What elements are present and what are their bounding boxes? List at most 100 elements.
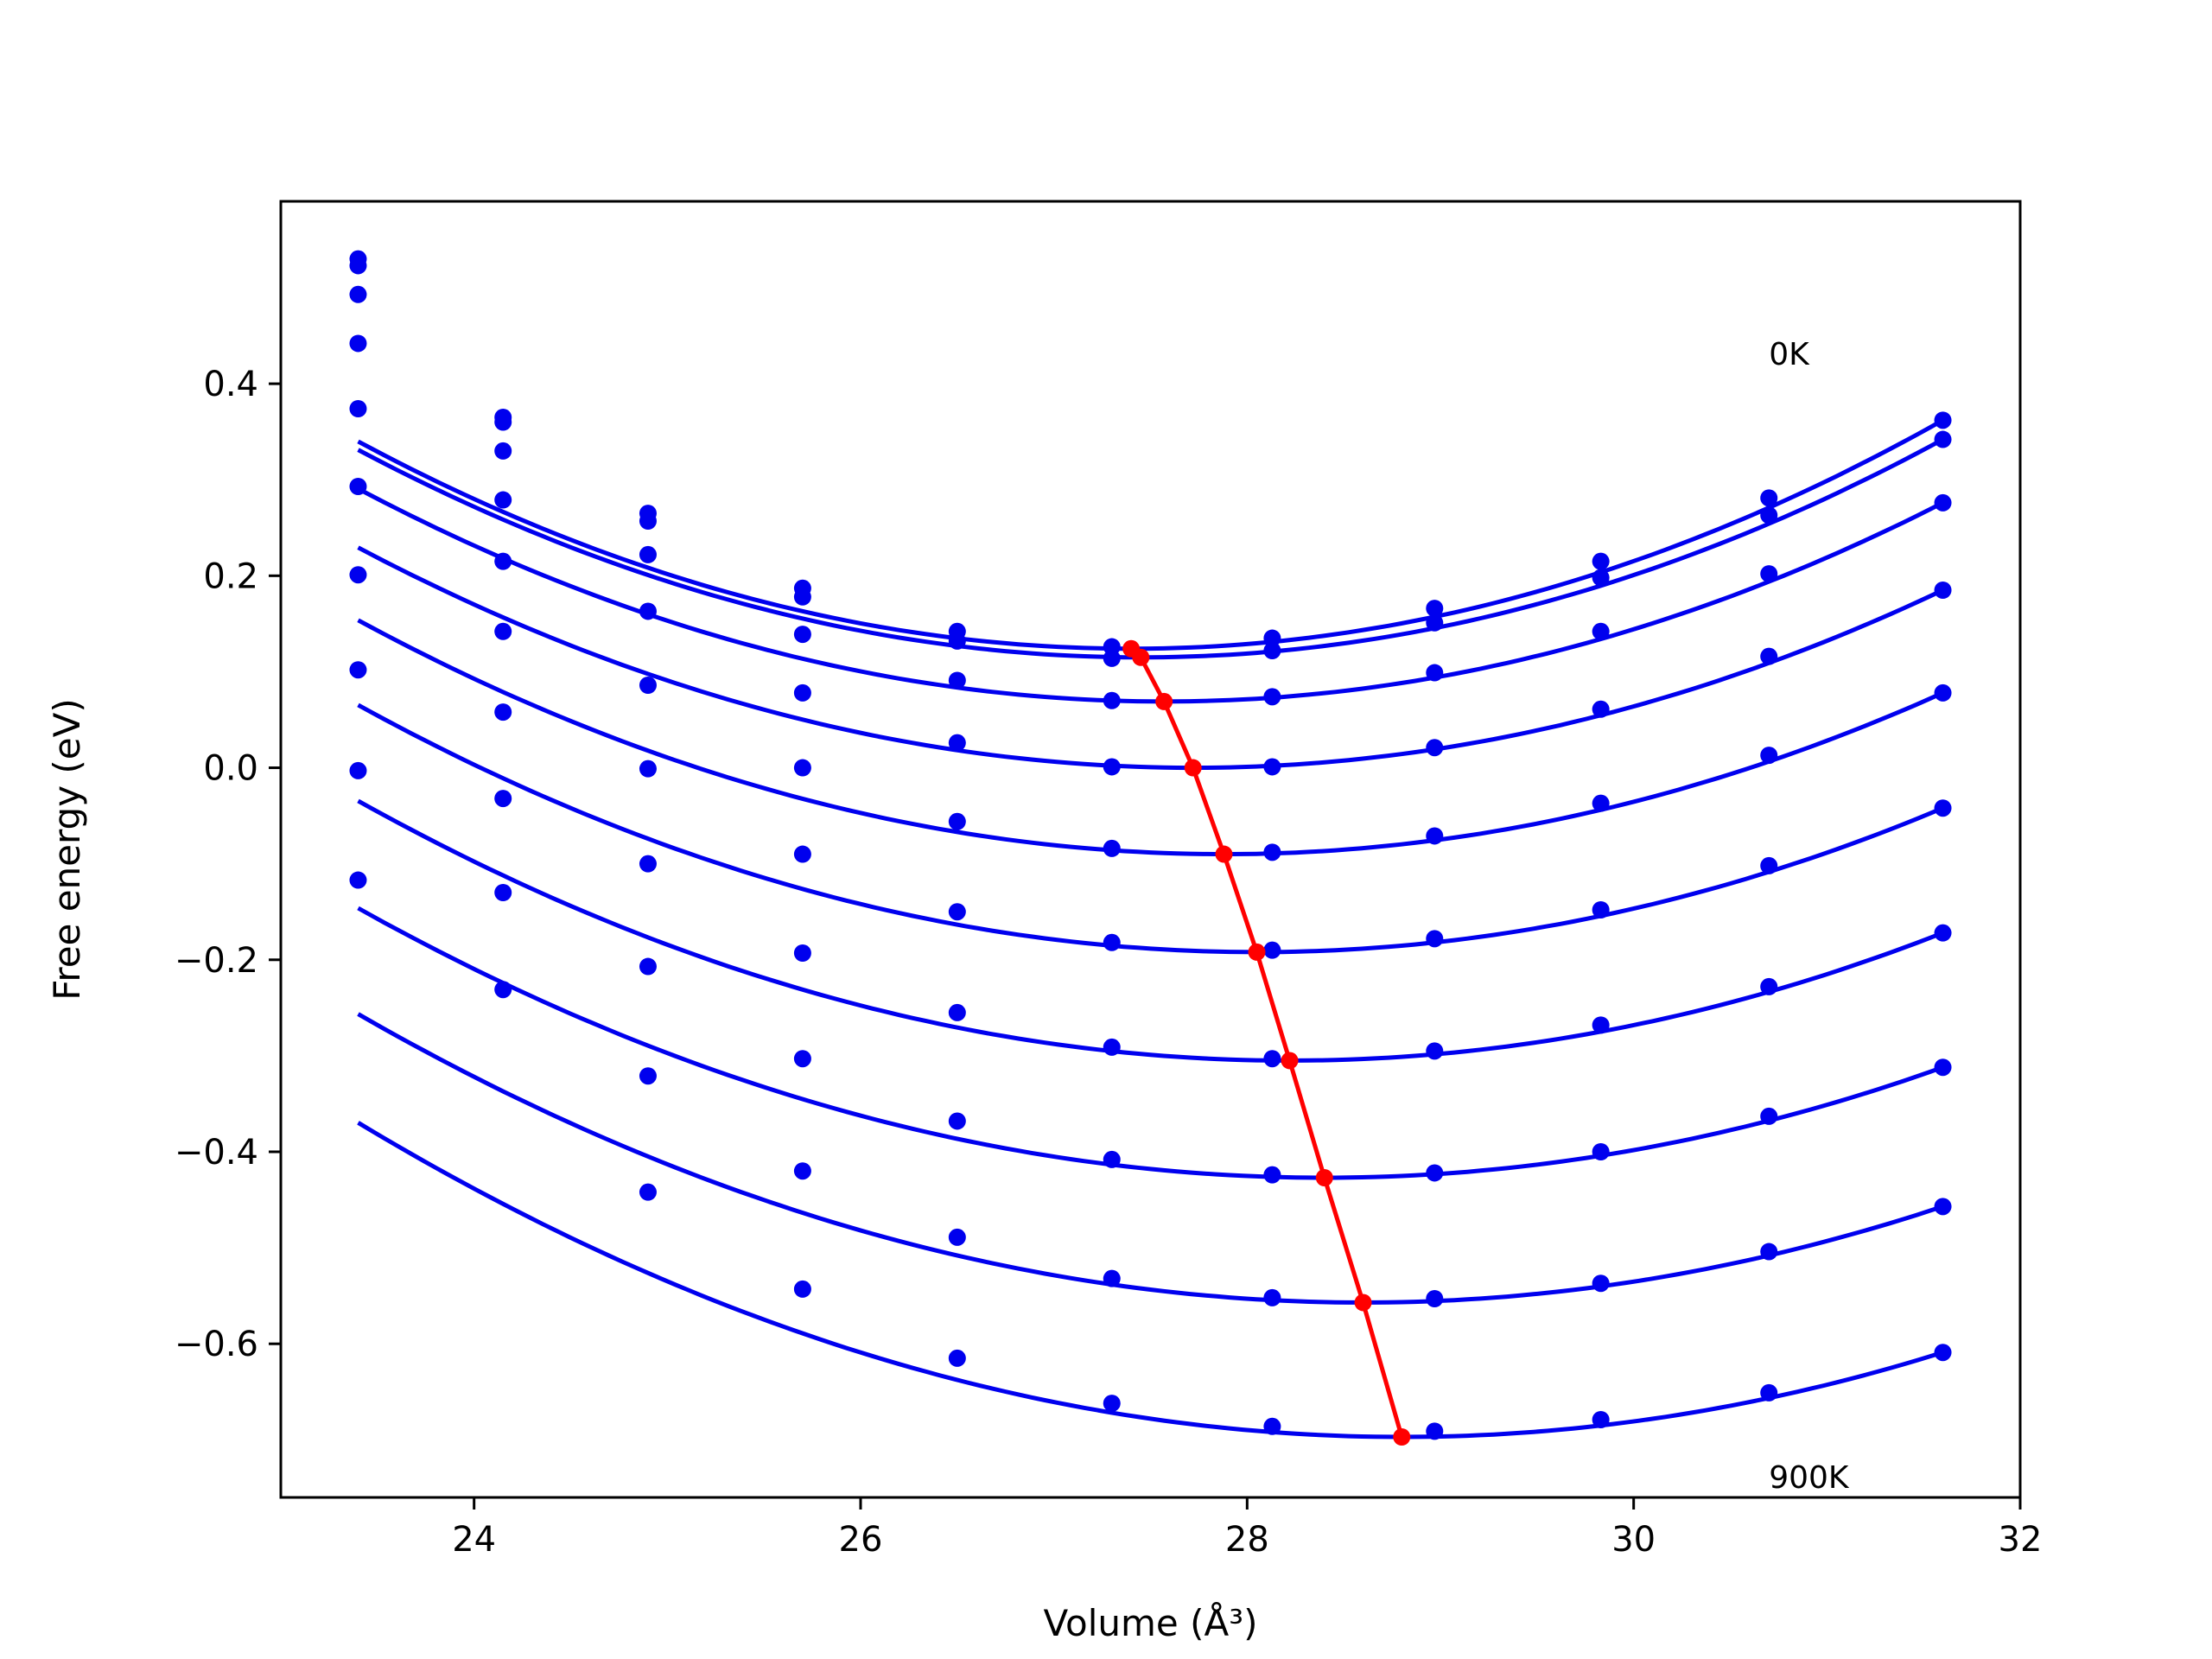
x-axis-ticks: 24 26 28 30 32 [452, 1497, 2042, 1560]
fit-curve-6 [357, 798, 1944, 1063]
data-point [494, 552, 512, 570]
data-point [948, 1112, 966, 1130]
y-tick-label: 0.4 [203, 365, 258, 404]
data-point [1592, 794, 1610, 812]
data-point [1760, 856, 1778, 874]
data-point [1592, 552, 1610, 570]
temperature-annotation: 900K [1769, 1460, 1850, 1496]
data-point [1934, 1344, 1952, 1362]
data-point [948, 1003, 966, 1021]
data-point [494, 442, 512, 460]
data-point [1263, 1288, 1281, 1306]
annotations: 0K 900K [1769, 337, 1850, 1496]
x-tick-label: 28 [1225, 1520, 1269, 1560]
data-point [1592, 901, 1610, 918]
data-point [349, 761, 367, 779]
data-point [1760, 565, 1778, 583]
data-point [639, 545, 657, 563]
y-tick-label: 0.2 [203, 556, 258, 596]
data-point [793, 944, 811, 962]
minimum-point [1248, 943, 1266, 961]
data-point [1263, 843, 1281, 861]
data-point [1263, 1050, 1281, 1068]
y-tick-label: −0.6 [175, 1325, 258, 1364]
data-point [1103, 1150, 1121, 1168]
fit-curve-9 [357, 1121, 1944, 1440]
data-point [1426, 1042, 1444, 1060]
data-point [1103, 649, 1121, 667]
data-point [1103, 1269, 1121, 1287]
data-point [948, 1349, 966, 1367]
data-point [1103, 758, 1121, 776]
plot-frame [279, 200, 2022, 1499]
data-point [948, 903, 966, 921]
x-tick-label: 24 [452, 1520, 496, 1560]
data-point [793, 1050, 811, 1068]
data-point [349, 566, 367, 584]
data-point [349, 257, 367, 275]
data-point [639, 602, 657, 620]
data-point [349, 334, 367, 353]
data-point [793, 845, 811, 863]
data-point [1592, 1143, 1610, 1160]
data-point [1760, 1107, 1778, 1125]
data-point [349, 871, 367, 889]
data-point [1934, 493, 1952, 512]
data-point [1426, 930, 1444, 948]
data-point [793, 1280, 811, 1298]
minimum-point [1393, 1428, 1411, 1446]
data-point [1760, 1383, 1778, 1402]
data-point [494, 703, 512, 721]
data-point [1934, 924, 1952, 942]
y-tick-label: 0.0 [203, 749, 258, 789]
data-point [1934, 799, 1952, 817]
minimum-point [1184, 759, 1202, 777]
data-point [1263, 758, 1281, 776]
data-point [1592, 1016, 1610, 1034]
data-point [1592, 1274, 1610, 1293]
data-point [1760, 506, 1778, 524]
data-point [1426, 664, 1444, 682]
x-tick-label: 30 [1611, 1520, 1656, 1560]
data-point [349, 285, 367, 303]
data-point [1263, 941, 1281, 959]
data-point [494, 491, 512, 509]
data-point [1592, 1411, 1610, 1428]
data-point [639, 1067, 657, 1085]
data-point [793, 1162, 811, 1180]
data-point [1103, 839, 1121, 857]
data-point [1426, 1164, 1444, 1182]
data-point [494, 981, 512, 999]
fit-curve-2 [357, 486, 1944, 704]
fit-curve-1 [357, 437, 1944, 660]
data-point [1592, 569, 1610, 587]
data-point [1263, 1417, 1281, 1435]
data-point [349, 478, 367, 495]
data-point [1934, 1058, 1952, 1077]
data-point [1760, 1243, 1778, 1261]
data-point [793, 683, 811, 702]
data-point [1760, 747, 1778, 765]
data-point [1263, 1166, 1281, 1184]
data-point [1103, 691, 1121, 709]
data-point [639, 1183, 657, 1201]
data-point [1103, 933, 1121, 951]
data-point [1103, 1038, 1121, 1056]
data-point [1934, 1198, 1952, 1216]
data-point [1934, 430, 1952, 448]
data-point [948, 734, 966, 752]
data-point [1426, 1422, 1444, 1440]
minimum-point [1155, 692, 1173, 710]
data-point [1426, 827, 1444, 845]
data-point [639, 677, 657, 694]
data-point [793, 626, 811, 644]
minimum-point [1315, 1169, 1333, 1186]
data-point [1426, 600, 1444, 618]
data-point [1934, 683, 1952, 702]
data-point [1934, 411, 1952, 429]
data-point [1426, 1290, 1444, 1307]
data-point [1263, 629, 1281, 647]
data-point [1592, 622, 1610, 640]
data-point [639, 512, 657, 530]
